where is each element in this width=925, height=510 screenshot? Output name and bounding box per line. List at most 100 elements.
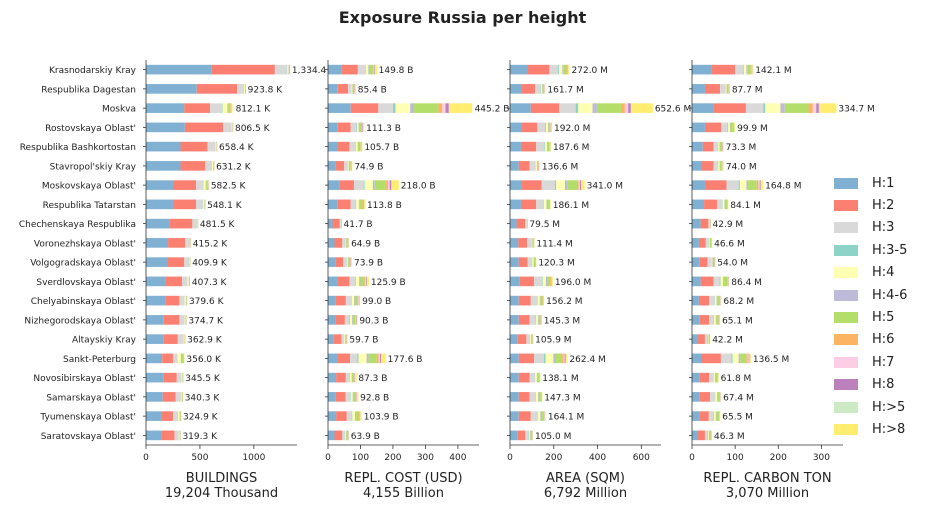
- x-tick-label: 400: [449, 453, 466, 463]
- bar-segment: [184, 103, 211, 113]
- x-tick-label: 0: [507, 453, 513, 463]
- bar-segment: [720, 84, 726, 94]
- bar-segment: [205, 180, 207, 190]
- bar-segment: [510, 276, 520, 287]
- bar-segment: [510, 84, 523, 94]
- bar-segment: [510, 238, 519, 248]
- total-label: 806.5 K: [235, 124, 271, 134]
- bar-segment: [820, 103, 837, 113]
- bar-segment: [146, 315, 164, 325]
- x-tick-label: 0: [325, 453, 331, 463]
- bar-segment: [178, 411, 180, 421]
- bar-segment: [372, 180, 375, 190]
- total-label: 64.9 B: [351, 239, 380, 249]
- bar-segment: [719, 276, 721, 287]
- bar-segment: [743, 64, 747, 75]
- bar-segment: [739, 180, 747, 190]
- legend-item: H:7: [834, 351, 907, 373]
- total-label: 362.9 K: [187, 336, 223, 346]
- bar-segment: [228, 103, 231, 113]
- bar-segment: [352, 84, 355, 94]
- total-label: 41.7 B: [344, 220, 373, 230]
- bar-segment: [529, 392, 536, 402]
- total-label: 84.1 M: [730, 201, 761, 211]
- bar-segment: [337, 353, 351, 364]
- bar-segment: [727, 276, 728, 287]
- bar-segment: [722, 199, 725, 210]
- bar-segment: [698, 238, 706, 248]
- bar-segment: [328, 64, 342, 75]
- bar-segment: [287, 64, 289, 75]
- bar-segment: [542, 84, 544, 94]
- region-label: Sankt-Peterburg: [63, 355, 136, 365]
- bar-segment: [536, 141, 544, 152]
- bar-segment: [538, 392, 539, 402]
- bar-segment: [735, 64, 743, 75]
- bar-segment: [542, 199, 544, 210]
- bar-segment: [726, 180, 739, 190]
- bar-segment: [162, 392, 176, 402]
- bar-segment: [146, 372, 164, 383]
- bar-segment: [187, 276, 189, 287]
- bar-segment: [410, 103, 415, 113]
- total-label: 87.3 B: [358, 374, 387, 384]
- bar-segment: [333, 334, 342, 344]
- bar-segment: [698, 334, 705, 344]
- bar-segment: [520, 141, 537, 152]
- bar-segment: [175, 392, 181, 402]
- bar-segment: [363, 122, 365, 133]
- bar-segment: [202, 199, 205, 210]
- bar-segment: [342, 238, 346, 248]
- bar-segment: [548, 122, 551, 133]
- bar-segment: [559, 64, 563, 75]
- bar-segment: [692, 103, 714, 113]
- bar-segment: [352, 315, 353, 325]
- legend-item: H:4-6: [834, 284, 907, 306]
- total-label: 92.8 B: [360, 393, 389, 403]
- bar-segment: [215, 141, 217, 152]
- bar-segment: [361, 141, 363, 152]
- bar-segment: [180, 353, 182, 364]
- bar-segment: [328, 199, 338, 210]
- total-label: 147.3 M: [544, 393, 580, 403]
- bar-segment: [709, 372, 714, 383]
- x-axis-label: REPL. CARBON TON: [703, 471, 831, 486]
- legend-swatch: [834, 177, 858, 189]
- bar-segment: [378, 103, 393, 113]
- bar-segment: [146, 64, 212, 75]
- bar-segment: [350, 372, 352, 383]
- region-label: Saratovskaya Oblast': [41, 432, 136, 442]
- bar-segment: [529, 430, 531, 441]
- bar-segment: [358, 122, 362, 133]
- bar-segment: [351, 84, 353, 94]
- total-label: 86.4 M: [731, 278, 762, 288]
- bar-segment: [717, 392, 720, 402]
- bar-segment: [366, 353, 369, 364]
- total-label: 120.3 M: [538, 259, 574, 269]
- bar-segment: [328, 161, 336, 171]
- bar-segment: [535, 161, 537, 171]
- x-tick-label: 600: [633, 453, 650, 463]
- bar-segment: [328, 84, 338, 94]
- legend-item: H:5: [834, 306, 907, 328]
- bar-segment: [535, 372, 537, 383]
- region-label: Respublika Dagestan: [41, 85, 136, 95]
- bar-segment: [516, 218, 526, 229]
- bar-segment: [358, 295, 359, 306]
- bar-segment: [365, 64, 369, 75]
- total-label: 658.4 K: [219, 143, 255, 153]
- bar-segment: [442, 103, 446, 113]
- bar-segment: [168, 238, 186, 248]
- legend-item: H:>8: [834, 418, 907, 440]
- total-label: 42.9 M: [713, 220, 744, 230]
- bar-segment: [286, 64, 288, 75]
- bar-segment: [537, 161, 539, 171]
- bar-segment: [746, 180, 749, 190]
- bar-segment: [704, 180, 727, 190]
- legend-item: H:8: [834, 374, 907, 396]
- bar-segment: [531, 334, 533, 344]
- bar-segment: [563, 64, 567, 75]
- legend-item: H:>5: [834, 396, 907, 418]
- bar-segment: [335, 257, 344, 267]
- bar-segment: [581, 180, 582, 190]
